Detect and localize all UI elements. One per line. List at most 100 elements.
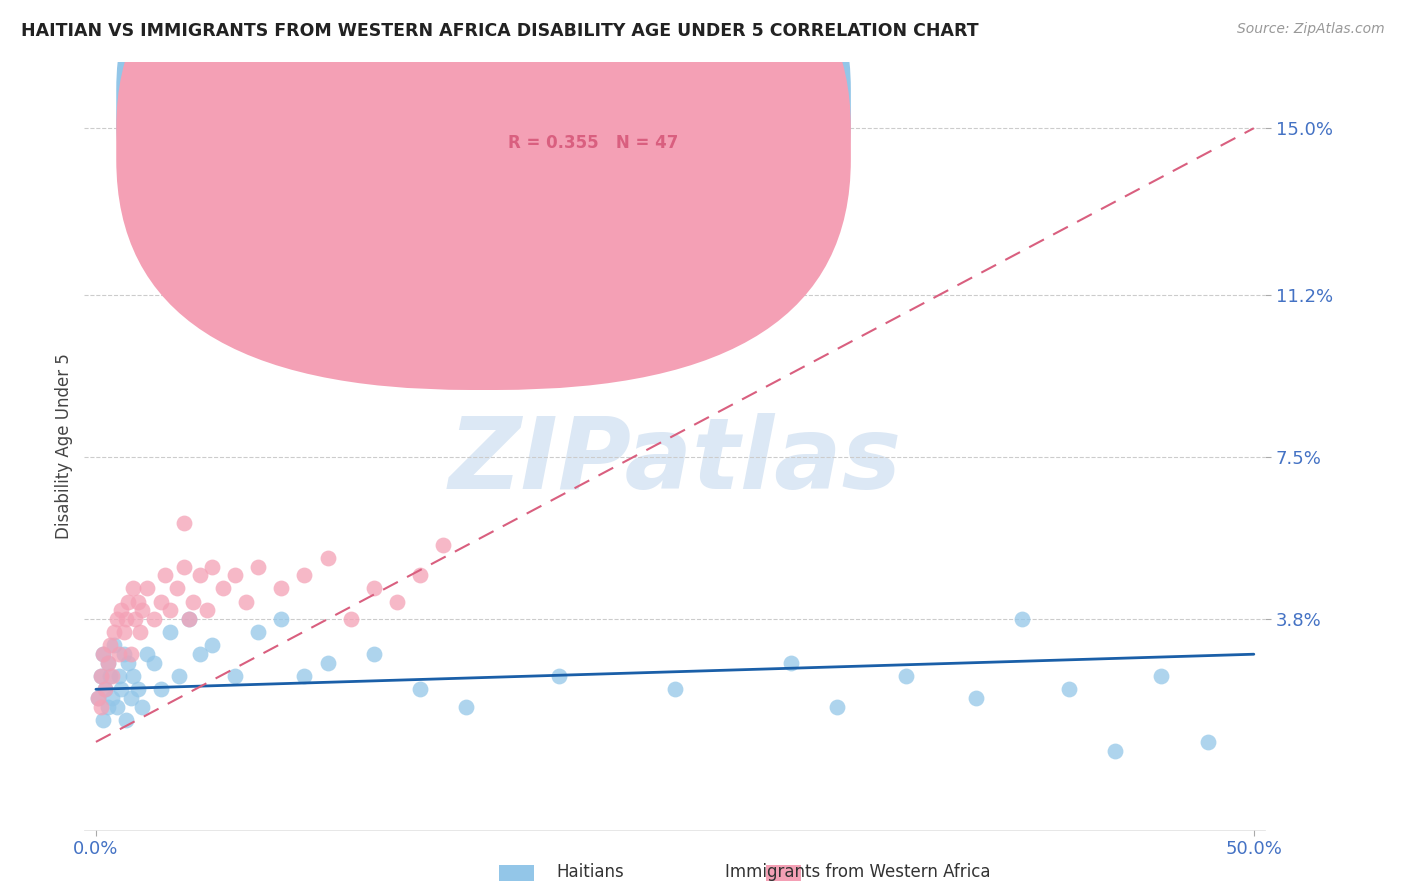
Point: [159, 625, 181, 640]
Point: [1011, 612, 1033, 626]
Point: [122, 582, 145, 596]
Point: [235, 594, 257, 608]
Point: [149, 594, 172, 608]
Point: [177, 612, 200, 626]
Point: [363, 647, 385, 661]
Point: [173, 559, 195, 574]
Point: [201, 559, 224, 574]
Point: [339, 612, 361, 626]
FancyBboxPatch shape: [444, 70, 817, 181]
Point: [142, 612, 165, 626]
Point: [101, 669, 124, 683]
Point: [779, 656, 801, 670]
Point: [432, 538, 454, 552]
Point: [90, 669, 112, 683]
Point: [87, 691, 110, 706]
Point: [105, 699, 128, 714]
Point: [87, 691, 110, 706]
Point: [1197, 735, 1219, 749]
Point: [162, 275, 184, 289]
Point: [155, 568, 177, 582]
Point: [247, 625, 270, 640]
Point: [292, 669, 315, 683]
Point: [108, 647, 131, 661]
Point: [91, 647, 114, 661]
Point: [110, 682, 132, 697]
Point: [1057, 682, 1080, 697]
Text: Immigrants from Western Africa: Immigrants from Western Africa: [725, 863, 990, 881]
Point: [363, 582, 385, 596]
Point: [96, 656, 118, 670]
Y-axis label: Disability Age Under 5: Disability Age Under 5: [55, 353, 73, 539]
Point: [212, 582, 235, 596]
Point: [664, 682, 686, 697]
Point: [135, 647, 157, 661]
Point: [247, 559, 270, 574]
Point: [131, 699, 153, 714]
Point: [124, 612, 146, 626]
Point: [135, 582, 157, 596]
Point: [120, 691, 142, 706]
Point: [1104, 744, 1126, 758]
Point: [896, 669, 918, 683]
Point: [96, 656, 118, 670]
FancyBboxPatch shape: [117, 0, 851, 390]
Point: [548, 669, 571, 683]
Point: [825, 699, 848, 714]
Point: [94, 682, 117, 697]
Point: [159, 603, 181, 617]
Point: [96, 699, 118, 714]
Point: [127, 594, 149, 608]
Point: [181, 594, 204, 608]
Point: [195, 603, 218, 617]
Point: [115, 713, 138, 727]
Point: [316, 550, 339, 565]
Point: [201, 639, 224, 653]
Point: [103, 639, 125, 653]
Point: [409, 682, 432, 697]
Point: [98, 639, 121, 653]
Point: [115, 612, 138, 626]
Point: [108, 669, 131, 683]
Point: [173, 516, 195, 530]
Point: [270, 582, 292, 596]
Text: Haitians: Haitians: [557, 863, 624, 881]
Point: [270, 612, 292, 626]
Point: [169, 669, 191, 683]
Point: [90, 669, 112, 683]
Text: R = 0.355   N = 47: R = 0.355 N = 47: [509, 134, 679, 152]
Point: [117, 594, 139, 608]
Point: [131, 603, 153, 617]
Point: [292, 568, 315, 582]
Text: R = 0.099   N = 47: R = 0.099 N = 47: [509, 95, 679, 113]
Point: [142, 656, 165, 670]
Point: [965, 691, 987, 706]
Point: [122, 669, 145, 683]
Point: [385, 594, 408, 608]
Point: [224, 669, 246, 683]
Point: [91, 647, 114, 661]
Text: ZIPatlas: ZIPatlas: [449, 413, 901, 510]
Point: [224, 568, 246, 582]
Point: [101, 691, 124, 706]
Point: [177, 612, 200, 626]
Point: [112, 647, 135, 661]
Point: [1150, 669, 1173, 683]
Point: [117, 656, 139, 670]
Text: Source: ZipAtlas.com: Source: ZipAtlas.com: [1237, 22, 1385, 37]
Point: [90, 699, 112, 714]
Point: [149, 682, 172, 697]
Point: [105, 612, 128, 626]
Point: [409, 568, 432, 582]
Point: [188, 647, 211, 661]
Point: [98, 669, 121, 683]
Point: [456, 699, 478, 714]
Point: [103, 625, 125, 640]
Point: [166, 582, 188, 596]
Point: [188, 568, 211, 582]
Point: [91, 713, 114, 727]
Point: [110, 603, 132, 617]
Text: HAITIAN VS IMMIGRANTS FROM WESTERN AFRICA DISABILITY AGE UNDER 5 CORRELATION CHA: HAITIAN VS IMMIGRANTS FROM WESTERN AFRIC…: [21, 22, 979, 40]
Point: [120, 647, 142, 661]
Point: [127, 682, 149, 697]
